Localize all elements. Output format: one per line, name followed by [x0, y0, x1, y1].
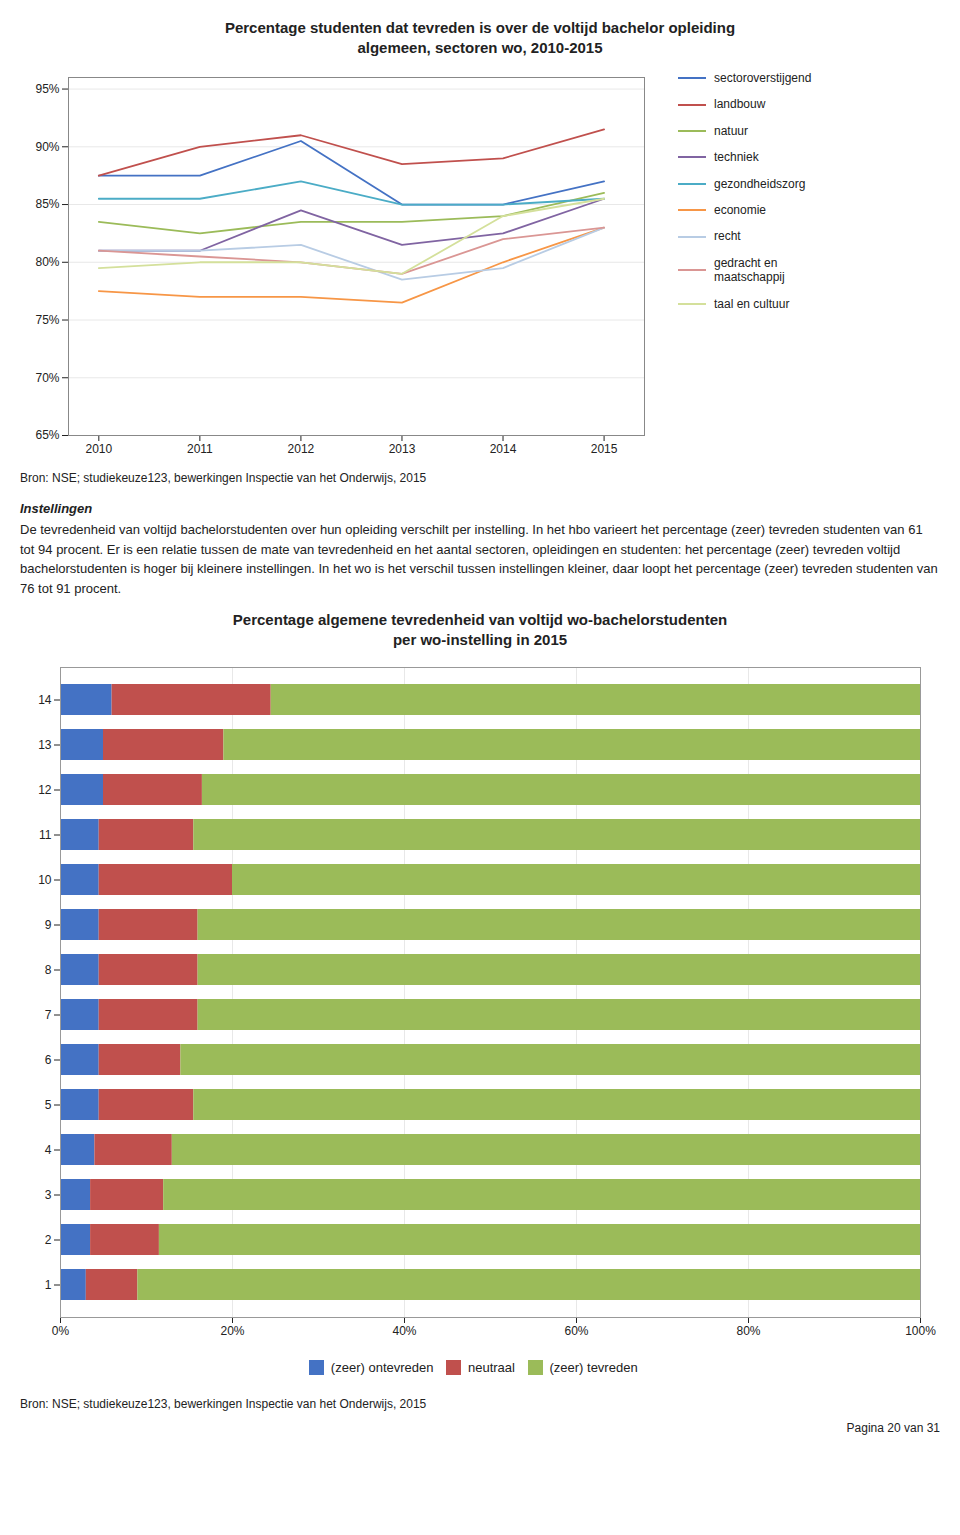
html-text:gedracht en maatschappij: gedracht en maatschappij: [714, 255, 785, 285]
svg-text:90%: 90%: [35, 140, 59, 154]
svg-text:2014: 2014: [490, 442, 517, 456]
svg-text:2013: 2013: [389, 442, 416, 456]
svg-text:9: 9: [45, 918, 52, 932]
svg-text:0%: 0%: [52, 1324, 70, 1338]
svg-text:2012: 2012: [288, 442, 315, 456]
svg-text:80%: 80%: [35, 255, 59, 269]
html-text:Percentage studenten dat tevre: Percentage studenten dat tevreden is ove…: [224, 19, 736, 56]
html-text:gezondheidszorg: gezondheidszorg: [714, 176, 806, 191]
svg-text:2: 2: [45, 1233, 52, 1247]
html-text:natuur: natuur: [714, 123, 748, 138]
svg-text:40%: 40%: [392, 1324, 416, 1338]
svg-text:20%: 20%: [220, 1324, 244, 1338]
svg-text:2011: 2011: [187, 442, 213, 456]
svg-text:14: 14: [38, 693, 52, 707]
svg-text:85%: 85%: [35, 197, 59, 211]
html-text:taal en cultuur: taal en cultuur: [714, 296, 790, 311]
svg-text:1: 1: [45, 1278, 52, 1292]
svg-text:60%: 60%: [564, 1324, 588, 1338]
svg-text:70%: 70%: [35, 371, 59, 385]
svg-text:13: 13: [38, 738, 52, 752]
svg-text:65%: 65%: [35, 428, 59, 442]
html-text:techniek: techniek: [714, 150, 759, 165]
svg-text:3: 3: [45, 1188, 52, 1202]
svg-text:8: 8: [45, 963, 52, 977]
html-text:economie: economie: [714, 203, 766, 217]
svg-text:100%: 100%: [905, 1324, 936, 1338]
html-text:Bron: NSE; studiekeuze123, bew: Bron: NSE; studiekeuze123, bewerkingen I…: [20, 1396, 427, 1411]
html-text:(zeer) ontevreden: (zeer) ontevreden: [330, 1360, 434, 1375]
html-text:De tevredenheid van voltijd ba: De tevredenheid van voltijd bachelorstud…: [20, 522, 938, 596]
html-text:sectoroverstijgend: sectoroverstijgend: [714, 71, 812, 85]
svg-text:75%: 75%: [35, 313, 59, 327]
svg-text:2010: 2010: [85, 442, 112, 456]
html-text:recht: recht: [714, 229, 741, 244]
html-text:Percentage algemene tevredenhe: Percentage algemene tevredenheid van vol…: [232, 611, 728, 648]
svg-text:95%: 95%: [35, 82, 59, 96]
svg-text:11: 11: [39, 828, 52, 842]
svg-text:6: 6: [45, 1053, 52, 1067]
svg-text:4: 4: [45, 1143, 52, 1157]
html-text:Bron: NSE; studiekeuze123, bew: Bron: NSE; studiekeuze123, bewerkingen I…: [20, 471, 427, 485]
svg-text:10: 10: [38, 873, 52, 887]
html-text:landbouw: landbouw: [714, 97, 766, 112]
svg-text:2015: 2015: [591, 442, 618, 456]
html-text:(zeer) tevreden: (zeer) tevreden: [549, 1360, 638, 1375]
svg-text:5: 5: [45, 1098, 52, 1112]
svg-text:80%: 80%: [736, 1324, 760, 1338]
html-text:Instellingen: Instellingen: [20, 501, 93, 516]
svg-text:12: 12: [38, 783, 52, 797]
html-text:neutraal: neutraal: [468, 1360, 515, 1375]
html-text:Pagina 20 van 31: Pagina 20 van 31: [846, 1420, 940, 1435]
svg-text:7: 7: [45, 1008, 52, 1022]
